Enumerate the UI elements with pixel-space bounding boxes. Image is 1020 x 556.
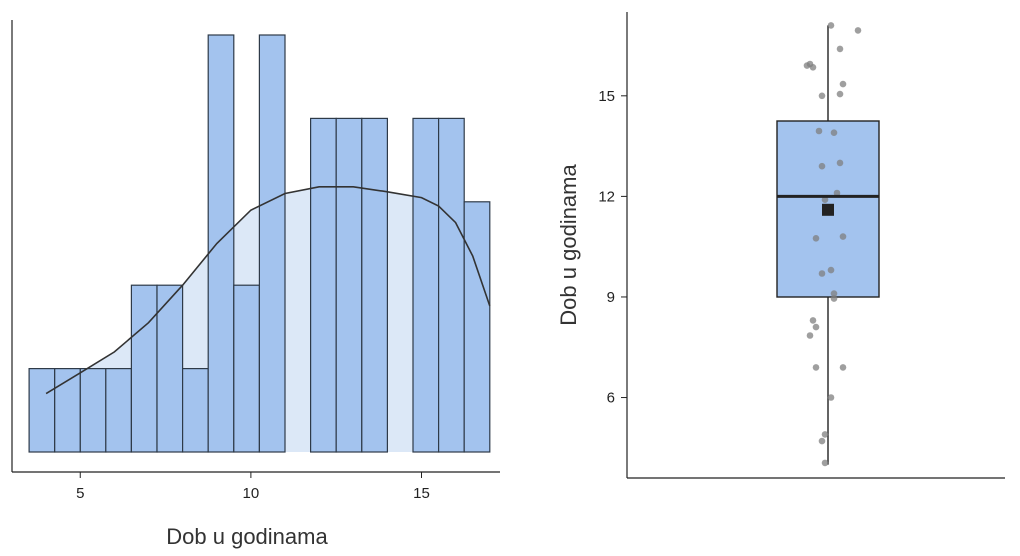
histogram-x-tick-label: 5 xyxy=(76,485,84,502)
histogram-bar xyxy=(258,34,286,453)
data-point xyxy=(830,129,838,136)
histogram-bar xyxy=(79,368,107,453)
histogram-bars xyxy=(28,34,491,453)
histogram-bar xyxy=(310,117,337,453)
histogram-bar xyxy=(182,368,209,453)
data-point xyxy=(854,27,862,34)
data-point xyxy=(827,394,835,401)
data-point xyxy=(809,64,817,71)
histogram-panel: 5 10 15 Dob u godinama xyxy=(11,20,500,549)
histogram-bar xyxy=(156,284,184,453)
data-point xyxy=(830,290,838,297)
histogram-axes: 5 10 15 xyxy=(11,20,500,502)
histogram-bar xyxy=(28,368,56,453)
data-point xyxy=(818,92,826,100)
data-point xyxy=(812,364,820,371)
data-point xyxy=(827,22,835,29)
histogram-bar xyxy=(361,117,388,453)
histogram-x-tick-label: 10 xyxy=(243,485,260,502)
data-point xyxy=(836,159,844,167)
data-point xyxy=(809,317,817,324)
data-point xyxy=(812,323,820,331)
density-line xyxy=(45,186,491,395)
histogram-bar xyxy=(130,284,158,453)
data-point xyxy=(839,364,847,371)
data-point xyxy=(821,431,829,438)
histogram-x-axis-title: Dob u godinama xyxy=(166,524,328,549)
data-point xyxy=(818,270,826,277)
boxplot-y-axis-title: Dob u godinama xyxy=(556,164,581,326)
boxplot-axes: 6 9 12 15 xyxy=(598,12,1005,479)
data-point xyxy=(839,80,847,88)
histogram-bar xyxy=(438,117,465,453)
boxplot-panel: 6 9 12 15 Dob u godinama xyxy=(556,12,1005,479)
data-point xyxy=(818,437,826,445)
boxplot-y-tick-label: 12 xyxy=(598,188,615,205)
data-point xyxy=(821,196,829,203)
data-point xyxy=(812,235,820,242)
data-point xyxy=(830,295,838,302)
boxplot-shapes xyxy=(776,22,880,467)
data-point xyxy=(815,127,823,135)
data-point xyxy=(839,233,847,240)
histogram-x-tick-label: 15 xyxy=(413,485,430,502)
data-point xyxy=(833,189,841,197)
histogram-bar xyxy=(412,117,440,453)
histogram-bar xyxy=(233,284,261,453)
histogram-bar xyxy=(335,117,363,453)
data-point xyxy=(821,459,829,467)
histogram-bar xyxy=(207,34,235,453)
histogram-bar xyxy=(463,201,491,453)
histogram-bar xyxy=(54,368,81,453)
histogram-bar xyxy=(105,368,133,453)
boxplot-y-tick-label: 6 xyxy=(607,390,615,407)
data-point xyxy=(836,45,844,53)
boxplot-y-tick-label: 9 xyxy=(607,289,615,306)
data-point xyxy=(827,266,835,274)
data-point xyxy=(836,90,844,98)
data-point xyxy=(818,162,826,170)
data-point xyxy=(806,332,814,339)
boxplot-y-tick-label: 15 xyxy=(598,88,615,105)
boxplot-mean-marker xyxy=(822,203,834,216)
